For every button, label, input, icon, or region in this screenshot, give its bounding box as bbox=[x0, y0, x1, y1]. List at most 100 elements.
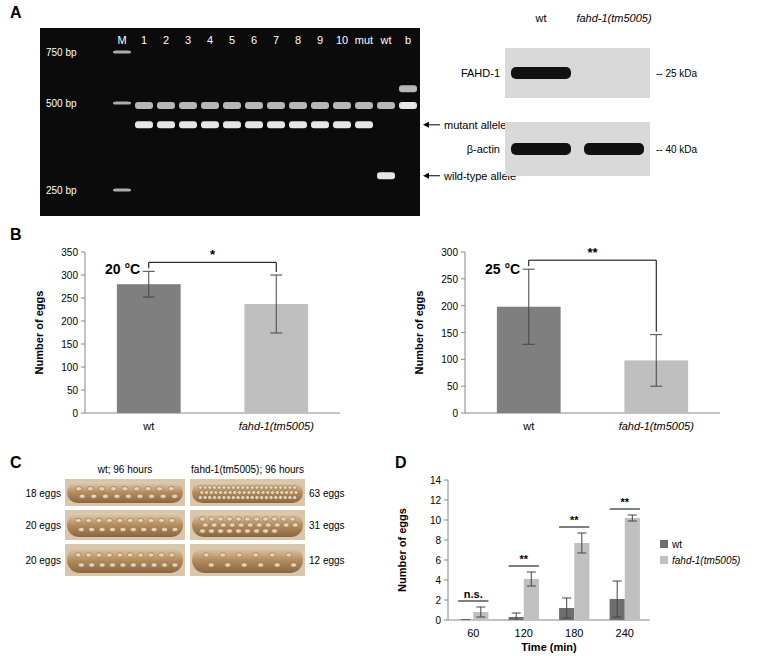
band bbox=[245, 121, 263, 128]
error-cap bbox=[650, 334, 662, 335]
y-tick bbox=[461, 413, 465, 414]
band bbox=[377, 172, 395, 179]
band bbox=[377, 102, 395, 109]
band bbox=[333, 121, 351, 128]
significance-line bbox=[509, 566, 539, 567]
egg bbox=[258, 563, 264, 567]
micrograph-title: fahd-1(tm5005); 96 hours bbox=[191, 464, 304, 475]
egg bbox=[160, 494, 166, 498]
egg bbox=[200, 517, 206, 521]
size-label: -- 40 kDa bbox=[656, 144, 698, 155]
egg bbox=[272, 517, 278, 521]
egg bbox=[227, 517, 233, 521]
category-label: 120 bbox=[515, 627, 533, 639]
error-line bbox=[656, 335, 657, 387]
egg bbox=[278, 486, 282, 490]
egg bbox=[198, 496, 202, 500]
egg bbox=[202, 523, 208, 527]
egg-count: 31 eggs bbox=[309, 520, 345, 531]
error-cap bbox=[476, 607, 485, 608]
panel-label: B bbox=[10, 226, 22, 243]
egg bbox=[209, 517, 215, 521]
band bbox=[289, 102, 307, 109]
egg bbox=[290, 517, 296, 521]
egg bbox=[245, 496, 249, 500]
y-tick bbox=[444, 520, 448, 521]
egg bbox=[241, 496, 245, 500]
y-tick bbox=[81, 413, 85, 414]
blot-band bbox=[511, 67, 571, 79]
egg bbox=[151, 527, 157, 531]
y-tick bbox=[461, 252, 465, 253]
egg bbox=[275, 491, 279, 495]
egg bbox=[236, 553, 242, 557]
significance-label: ** bbox=[519, 553, 528, 565]
lane-label: wt bbox=[380, 34, 392, 46]
egg bbox=[208, 496, 212, 500]
lane-label: M bbox=[117, 34, 126, 46]
egg bbox=[236, 517, 242, 521]
band bbox=[333, 102, 351, 109]
worm bbox=[67, 547, 183, 573]
y-tick-label: 250 bbox=[441, 274, 458, 285]
egg bbox=[264, 496, 268, 500]
y-tick bbox=[461, 278, 465, 279]
y-tick bbox=[444, 560, 448, 561]
error-line bbox=[516, 613, 517, 620]
egg-count: 18 eggs bbox=[25, 488, 61, 499]
egg bbox=[255, 496, 259, 500]
y-tick-label: 200 bbox=[61, 316, 78, 327]
egg bbox=[110, 487, 116, 491]
micrographs: wt; 96 hours18 eggs20 eggs20 eggsfahd-1(… bbox=[25, 464, 344, 576]
chart-title: 20 °C bbox=[105, 261, 140, 277]
error-cap bbox=[527, 572, 536, 573]
egg bbox=[227, 529, 233, 533]
y-tick bbox=[444, 600, 448, 601]
y-axis-label: Number of eggs bbox=[413, 291, 425, 375]
micrograph bbox=[65, 479, 185, 506]
chart-title: 25 °C bbox=[485, 261, 520, 277]
band bbox=[179, 102, 197, 109]
egg bbox=[245, 529, 251, 533]
error-cap bbox=[476, 617, 485, 618]
egg bbox=[247, 523, 253, 527]
column-label: wt bbox=[535, 12, 547, 24]
band bbox=[399, 102, 417, 109]
error-bar bbox=[512, 613, 521, 620]
worm bbox=[67, 513, 183, 537]
error-cap bbox=[523, 344, 535, 345]
egg bbox=[250, 486, 254, 490]
egg bbox=[231, 496, 235, 500]
band bbox=[267, 102, 285, 109]
egg bbox=[263, 529, 269, 533]
egg bbox=[293, 496, 297, 500]
y-tick-label: 100 bbox=[441, 354, 458, 365]
lane-label: 5 bbox=[229, 34, 235, 46]
egg bbox=[208, 486, 212, 490]
y-tick bbox=[81, 321, 85, 322]
y-tick-label: 50 bbox=[447, 381, 459, 392]
bar bbox=[574, 543, 589, 620]
egg bbox=[222, 496, 226, 500]
lane-label: 7 bbox=[273, 34, 279, 46]
egg bbox=[256, 523, 262, 527]
y-tick-label: 0 bbox=[435, 615, 441, 626]
egg bbox=[130, 563, 136, 567]
error-line bbox=[276, 275, 277, 333]
egg bbox=[138, 518, 144, 522]
egg bbox=[242, 491, 246, 495]
egg bbox=[96, 553, 102, 557]
panel-label: C bbox=[10, 454, 22, 471]
y-tick-label: 14 bbox=[430, 475, 442, 486]
band bbox=[201, 121, 219, 128]
y-tick-label: 50 bbox=[67, 385, 79, 396]
y-tick bbox=[461, 359, 465, 360]
y-tick-label: 100 bbox=[61, 362, 78, 373]
egg bbox=[102, 494, 108, 498]
error-cap bbox=[613, 581, 622, 582]
egg bbox=[99, 487, 105, 491]
error-cap bbox=[562, 618, 571, 619]
error-bar bbox=[613, 581, 622, 617]
lane-label: b bbox=[405, 34, 411, 46]
legend-swatch bbox=[660, 540, 668, 548]
